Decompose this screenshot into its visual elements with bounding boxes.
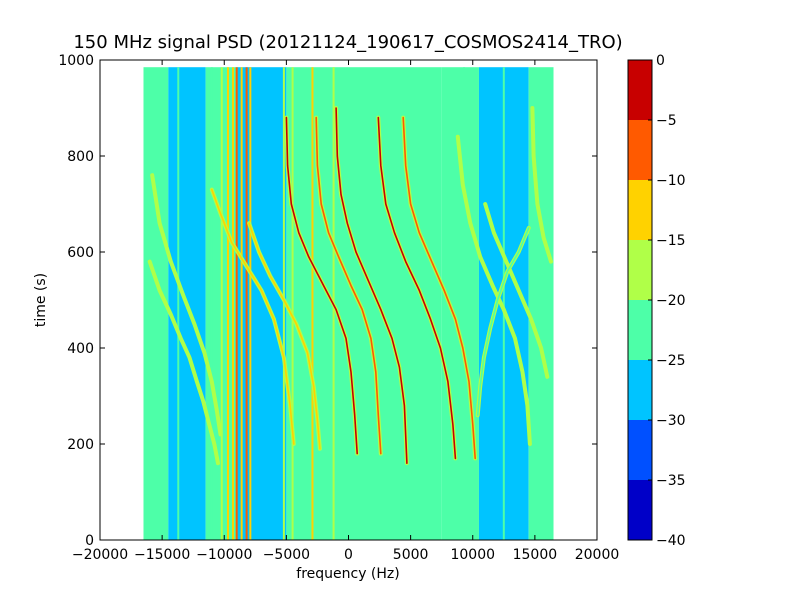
spectrogram-band xyxy=(236,67,287,540)
colorbar-level xyxy=(628,480,652,540)
colorbar-tick-label: −40 xyxy=(656,533,686,549)
doppler-track xyxy=(285,116,358,455)
doppler-track xyxy=(484,203,549,378)
colorbar-level xyxy=(628,240,652,300)
x-tick-label: 20000 xyxy=(575,547,620,563)
colorbar-tick-label: −30 xyxy=(656,413,686,429)
colorbar-tick-label: −35 xyxy=(656,473,686,489)
colorbar-level xyxy=(628,60,652,120)
doppler-track xyxy=(476,227,530,416)
colorbar-tick-label: −5 xyxy=(656,113,677,129)
chart-title: 150 MHz signal PSD (20121124_190617_COSM… xyxy=(73,32,622,53)
colorbar-tick-label: 0 xyxy=(656,53,665,69)
y-tick-label: 400 xyxy=(67,341,94,357)
doppler-track xyxy=(151,174,222,436)
colorbar-level xyxy=(628,180,652,240)
y-tick-label: 600 xyxy=(67,245,94,261)
colorbar: 0 −5 −10 −15 −20 −25 −30 −35 −40 xyxy=(627,53,686,549)
colorbar-level xyxy=(628,120,652,180)
doppler-track xyxy=(377,116,457,460)
x-tick-label: −20000 xyxy=(72,547,128,563)
doppler-track xyxy=(148,260,219,464)
doppler-track xyxy=(402,116,476,460)
y-tick-label: 200 xyxy=(67,437,94,453)
colorbar-tick-label: −25 xyxy=(656,353,686,369)
spectrogram-band xyxy=(286,67,442,540)
y-axis-label: time (s) xyxy=(33,273,49,327)
x-tick-label: 5000 xyxy=(393,547,429,563)
x-tick-label: 10000 xyxy=(450,547,495,563)
x-axis-ticks: −20000 −15000 −10000 −5000 0 5000 10000 15000 20… xyxy=(72,60,619,563)
colorbar-level xyxy=(628,300,652,360)
y-tick-label: 800 xyxy=(67,149,94,165)
colorbar-tick-label: −10 xyxy=(656,173,686,189)
doppler-tracks xyxy=(147,106,553,466)
x-tick-label: −10000 xyxy=(196,547,252,563)
spectrogram-bands xyxy=(143,67,554,540)
y-tick-label: 0 xyxy=(85,533,94,549)
colorbar-tick-label: −15 xyxy=(656,233,686,249)
y-axis-ticks: 0 200 400 600 800 1000 xyxy=(58,53,597,549)
doppler-track xyxy=(531,107,552,263)
colorbar-level xyxy=(628,420,652,480)
x-tick-label: 15000 xyxy=(513,547,558,563)
colorbar-level xyxy=(628,360,652,420)
x-tick-label: −5000 xyxy=(263,547,310,563)
x-axis-label: frequency (Hz) xyxy=(296,566,399,582)
doppler-track xyxy=(335,107,408,464)
doppler-track xyxy=(248,222,321,450)
x-tick-label: −15000 xyxy=(134,547,190,563)
y-tick-label: 1000 xyxy=(58,53,94,69)
doppler-track xyxy=(315,116,382,455)
x-tick-label: 0 xyxy=(344,547,353,563)
doppler-track xyxy=(211,188,295,445)
colorbar-tick-label: −20 xyxy=(656,293,686,309)
